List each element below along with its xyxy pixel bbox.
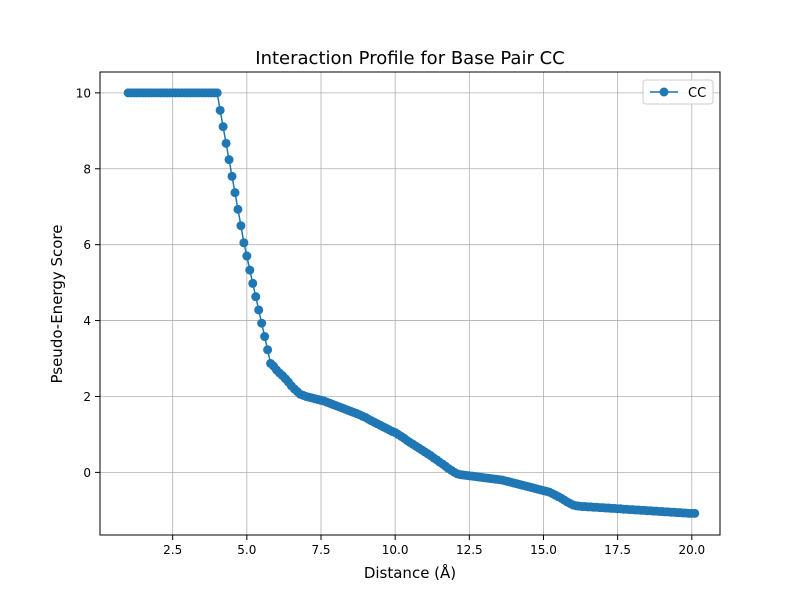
plot-frame (99, 71, 721, 536)
data-point (236, 221, 246, 231)
data-point (215, 105, 225, 115)
data-point (233, 204, 243, 214)
series-layer (123, 88, 700, 518)
data-point (221, 138, 231, 148)
x-axis-ticks: 2.5 5.0 7.5 10.0 12.5 15.0 17.5 20.0 (163, 535, 705, 557)
data-point (239, 238, 249, 248)
chart-title: Interaction Profile for Base Pair CC (255, 48, 564, 69)
x-tick-label: 17.5 (604, 543, 631, 557)
x-tick-label: 12.5 (456, 543, 483, 557)
y-tick-label: 8 (83, 162, 91, 176)
legend-marker-swatch (659, 87, 669, 97)
x-tick-label: 10.0 (382, 543, 409, 557)
data-point (254, 305, 264, 315)
data-point (227, 171, 237, 181)
y-tick-label: 6 (83, 238, 91, 252)
x-tick-label: 5.0 (237, 543, 256, 557)
data-point (257, 318, 267, 328)
x-tick-label: 20.0 (678, 543, 705, 557)
y-axis-ticks: 0 2 4 6 8 10 (76, 86, 100, 480)
grid-lines (100, 72, 720, 535)
data-point (251, 292, 261, 302)
y-tick-label: 0 (83, 466, 91, 480)
data-point (212, 88, 222, 98)
data-point (690, 508, 700, 518)
x-axis-label: Distance (Å) (364, 563, 456, 582)
data-point (248, 278, 258, 288)
data-point (230, 188, 240, 198)
x-tick-label: 15.0 (530, 543, 557, 557)
data-point (242, 251, 252, 261)
y-axis-label: Pseudo-Energy Score (48, 224, 66, 383)
x-tick-label: 7.5 (311, 543, 330, 557)
y-tick-label: 10 (76, 86, 91, 100)
x-tick-label: 2.5 (163, 543, 182, 557)
data-point (245, 265, 255, 275)
y-tick-label: 2 (83, 390, 91, 404)
legend: CC (642, 79, 714, 105)
data-point (224, 155, 234, 165)
legend-label-cc: CC (688, 86, 706, 101)
data-point (263, 345, 273, 355)
data-point (218, 122, 228, 132)
y-tick-label: 4 (83, 314, 91, 328)
data-point (260, 332, 270, 342)
